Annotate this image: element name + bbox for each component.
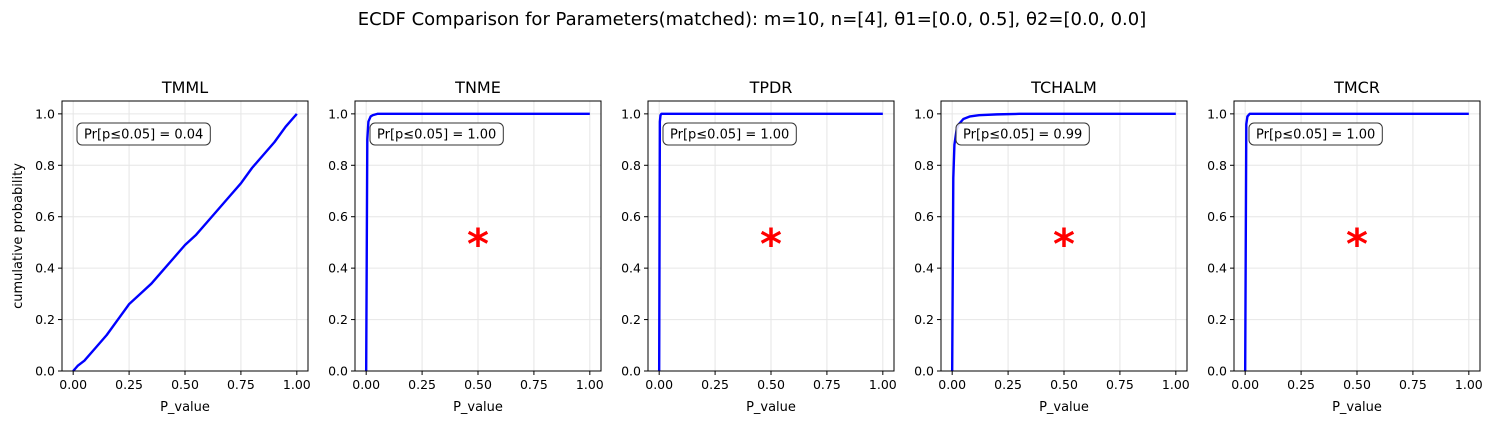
y-tick-label: 1.0: [914, 106, 934, 121]
x-tick-label: 0.00: [352, 377, 380, 392]
x-axis-label: P_value: [453, 400, 503, 415]
y-tick-label: 1.0: [1207, 106, 1227, 121]
x-axis-label: P_value: [1039, 400, 1089, 415]
y-tick-label: 0.8: [328, 158, 348, 173]
y-tick-label: 0.8: [914, 158, 934, 173]
y-tick-label: 0.0: [35, 364, 55, 379]
annotation-frame: [76, 122, 211, 146]
y-tick-label: 0.0: [914, 364, 934, 379]
x-tick-label: 0.25: [1287, 377, 1315, 392]
annotation-text: Pr[p≤0.05] = 0.99: [963, 128, 1082, 143]
x-tick-label: 0.75: [1106, 377, 1134, 392]
x-tick-label: 0.00: [645, 377, 673, 392]
x-tick-label: 1.00: [576, 377, 604, 392]
x-axis-label: P_value: [1332, 400, 1382, 415]
x-tick-label: 0.75: [520, 377, 548, 392]
annotation-box: Pr[p≤0.05] = 1.00: [369, 122, 504, 146]
x-tick-label: 0.75: [813, 377, 841, 392]
ecdf-line: [1243, 112, 1469, 372]
annotation-text: Pr[p≤0.05] = 1.00: [377, 128, 496, 143]
panel-title: TNME: [454, 78, 501, 97]
panel-tmml: 0.00 0.25 0.50 0.75 1.00 0.0 0.2 0.4 0.6 0.8 1.0 TM…: [11, 78, 311, 415]
x-tick-label: 1.00: [283, 377, 311, 392]
x-tick-label: 0.75: [1399, 377, 1427, 392]
panel-tpdr: * 0.00 0.25 0.50 0.75 1.00 0.0 0.2 0.4 0.6 0.8 1.0 T…: [621, 78, 897, 415]
annotation-box: Pr[p≤0.05] = 1.00: [1248, 122, 1383, 146]
y-axis-label: cumulative probability: [11, 163, 26, 309]
annotation-frame: [1248, 122, 1383, 146]
y-tick-label: 0.2: [35, 312, 55, 327]
panel-title: TMML: [161, 78, 208, 97]
panel-tchalm: * 0.00 0.25 0.50 0.75 1.00 0.0 0.2 0.4 0.6 0.8 1.0 T…: [914, 78, 1190, 415]
y-tick-label: 0.0: [328, 364, 348, 379]
y-tick-label: 0.8: [35, 158, 55, 173]
y-tick-label: 0.4: [1207, 261, 1227, 276]
x-tick-label: 0.00: [938, 377, 966, 392]
y-tick-label: 0.6: [328, 209, 348, 224]
x-tick-label: 0.25: [115, 377, 143, 392]
star-marker: *: [1053, 219, 1075, 268]
star-marker: *: [1346, 219, 1368, 268]
x-axis-label: P_value: [160, 400, 210, 415]
x-tick-label: 0.25: [701, 377, 729, 392]
y-tick-label: 1.0: [621, 106, 641, 121]
y-tick-label: 0.8: [621, 158, 641, 173]
x-tick-label: 0.50: [1343, 377, 1371, 392]
y-tick-label: 0.4: [621, 261, 641, 276]
x-tick-label: 1.00: [869, 377, 897, 392]
panel-title: TPDR: [749, 78, 793, 97]
annotation-frame: [955, 122, 1090, 146]
annotation-frame: [369, 122, 504, 146]
annotation-box: Pr[p≤0.05] = 0.99: [955, 122, 1090, 146]
star-marker: *: [467, 219, 489, 268]
x-tick-label: 1.00: [1455, 377, 1483, 392]
panels-container: 0.00 0.25 0.50 0.75 1.00 0.0 0.2 0.4 0.6 0.8 1.0 TM…: [11, 78, 1483, 415]
star-marker: *: [760, 219, 782, 268]
x-tick-label: 0.75: [227, 377, 255, 392]
annotation-box: Pr[p≤0.05] = 0.04: [76, 122, 211, 146]
panel-title: TCHALM: [1030, 78, 1097, 97]
annotation-text: Pr[p≤0.05] = 0.04: [84, 128, 203, 143]
y-tick-label: 0.2: [621, 312, 641, 327]
ecdf-line: [72, 113, 298, 372]
panel-tnme: * 0.00 0.25 0.50 0.75 1.00 0.0 0.2 0.4 0.6 0.8 1.0 T…: [328, 78, 604, 415]
ecdf-line: [657, 112, 883, 372]
y-tick-label: 0.8: [1207, 158, 1227, 173]
y-tick-label: 0.4: [328, 261, 348, 276]
annotation-text: Pr[p≤0.05] = 1.00: [670, 128, 789, 143]
x-axis-label: P_value: [746, 400, 796, 415]
y-tick-label: 0.2: [914, 312, 934, 327]
y-tick-label: 0.6: [1207, 209, 1227, 224]
figure-suptitle: ECDF Comparison for Parameters(matched):…: [358, 9, 1147, 30]
y-tick-label: 0.0: [1207, 364, 1227, 379]
y-tick-label: 0.0: [621, 364, 641, 379]
y-tick-label: 0.6: [621, 209, 641, 224]
annotation-box: Pr[p≤0.05] = 1.00: [662, 122, 797, 146]
annotation-frame: [662, 122, 797, 146]
x-tick-label: 0.50: [1050, 377, 1078, 392]
x-tick-label: 0.50: [757, 377, 785, 392]
panel-tmcr: * 0.00 0.25 0.50 0.75 1.00 0.0 0.2 0.4 0.6 0.8 1.0 T…: [1207, 78, 1483, 415]
y-tick-label: 0.6: [914, 209, 934, 224]
x-tick-label: 0.25: [994, 377, 1022, 392]
y-tick-label: 0.2: [1207, 312, 1227, 327]
y-tick-label: 0.4: [914, 261, 934, 276]
y-tick-label: 0.6: [35, 209, 55, 224]
panel-title: TMCR: [1333, 78, 1380, 97]
x-tick-label: 0.50: [171, 377, 199, 392]
annotation-text: Pr[p≤0.05] = 1.00: [1256, 128, 1375, 143]
x-tick-label: 0.50: [464, 377, 492, 392]
ecdf-line: [950, 112, 1176, 372]
y-tick-label: 0.4: [35, 261, 55, 276]
x-tick-label: 0.00: [59, 377, 87, 392]
x-tick-label: 0.00: [1231, 377, 1259, 392]
x-tick-label: 1.00: [1162, 377, 1190, 392]
y-tick-label: 0.2: [328, 312, 348, 327]
y-tick-label: 1.0: [328, 106, 348, 121]
y-tick-label: 1.0: [35, 106, 55, 121]
ecdf-line: [364, 112, 590, 372]
x-tick-label: 0.25: [408, 377, 436, 392]
